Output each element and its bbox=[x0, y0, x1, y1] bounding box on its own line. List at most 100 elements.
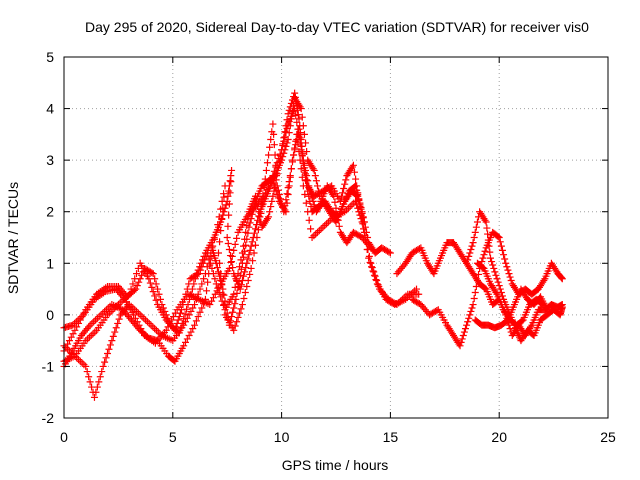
data-point bbox=[225, 211, 233, 219]
data-point bbox=[467, 307, 475, 315]
data-point bbox=[151, 325, 159, 333]
data-point bbox=[304, 187, 312, 195]
data-point bbox=[183, 335, 191, 343]
data-point bbox=[506, 273, 514, 281]
y-tick-label: -1 bbox=[42, 358, 55, 374]
data-point bbox=[543, 306, 551, 314]
data-point bbox=[374, 281, 382, 289]
data-point bbox=[87, 331, 95, 339]
data-point bbox=[472, 223, 480, 231]
data-point bbox=[192, 317, 200, 325]
data-point bbox=[253, 197, 261, 205]
data-point bbox=[90, 318, 98, 326]
data-point bbox=[248, 238, 256, 246]
data-point bbox=[99, 362, 107, 370]
data-point bbox=[297, 165, 305, 173]
data-point bbox=[457, 338, 465, 346]
data-point bbox=[203, 287, 211, 295]
data-point bbox=[233, 318, 241, 326]
data-point bbox=[85, 333, 93, 341]
data-point bbox=[355, 197, 363, 205]
data-point bbox=[102, 354, 110, 362]
data-point bbox=[92, 316, 100, 324]
data-point bbox=[295, 125, 303, 133]
data-point bbox=[95, 378, 103, 386]
data-point bbox=[305, 192, 313, 200]
data-point bbox=[356, 201, 364, 209]
data-point bbox=[84, 335, 92, 343]
x-tick-label: 25 bbox=[600, 429, 616, 445]
data-point bbox=[105, 345, 113, 353]
data-point bbox=[285, 106, 293, 114]
data-point bbox=[497, 242, 505, 250]
data-point bbox=[211, 275, 219, 283]
data-point bbox=[266, 143, 274, 151]
data-point bbox=[471, 228, 479, 236]
data-point bbox=[371, 272, 379, 280]
data-point bbox=[263, 215, 271, 223]
data-point bbox=[282, 196, 290, 204]
data-point bbox=[67, 333, 75, 341]
data-point bbox=[185, 331, 193, 339]
data-point bbox=[136, 275, 144, 283]
data-point bbox=[486, 248, 494, 256]
data-point bbox=[274, 164, 282, 172]
data-point bbox=[231, 322, 239, 330]
data-point bbox=[507, 276, 515, 284]
data-point bbox=[233, 234, 241, 242]
data-point bbox=[481, 247, 489, 255]
data-point bbox=[494, 278, 502, 286]
data-point bbox=[255, 212, 263, 220]
data-point bbox=[109, 332, 117, 340]
data-point bbox=[78, 359, 86, 367]
data-point bbox=[247, 242, 255, 250]
data-point bbox=[253, 221, 261, 229]
data-point bbox=[86, 378, 94, 386]
data-point bbox=[479, 254, 487, 262]
data-point bbox=[262, 166, 270, 174]
data-point bbox=[194, 266, 202, 274]
data-point bbox=[213, 264, 221, 272]
data-point bbox=[268, 197, 276, 205]
data-point bbox=[62, 344, 70, 352]
data-point bbox=[468, 304, 476, 312]
data-point bbox=[205, 254, 213, 262]
data-point bbox=[298, 151, 306, 159]
data-point bbox=[281, 206, 289, 214]
data-point bbox=[234, 313, 242, 321]
data-point bbox=[89, 330, 97, 338]
data-point bbox=[321, 221, 329, 229]
data-point bbox=[243, 259, 251, 267]
data-point bbox=[558, 303, 566, 311]
data-point bbox=[152, 296, 160, 304]
data-point bbox=[149, 270, 157, 278]
data-point bbox=[243, 282, 251, 290]
data-point bbox=[467, 246, 475, 254]
data-point bbox=[486, 254, 494, 262]
data-point bbox=[244, 215, 252, 223]
data-point bbox=[496, 238, 504, 246]
data-point bbox=[228, 166, 236, 174]
data-point bbox=[468, 242, 476, 250]
data-point bbox=[148, 269, 156, 277]
data-point bbox=[500, 251, 508, 259]
data-point bbox=[237, 281, 245, 289]
data-point bbox=[498, 292, 506, 300]
data-point bbox=[299, 160, 307, 168]
data-point bbox=[129, 280, 137, 288]
data-point bbox=[275, 158, 283, 166]
data-point bbox=[201, 295, 209, 303]
data-point bbox=[358, 209, 366, 217]
data-point bbox=[197, 259, 205, 267]
data-point bbox=[198, 304, 206, 312]
data-point bbox=[226, 252, 234, 260]
data-point bbox=[456, 342, 464, 350]
data-point bbox=[178, 319, 186, 327]
data-point bbox=[272, 187, 280, 195]
data-point bbox=[224, 222, 232, 230]
data-point bbox=[98, 368, 106, 376]
data-point bbox=[367, 244, 375, 252]
data-point bbox=[91, 328, 99, 336]
data-point bbox=[96, 373, 104, 381]
data-point bbox=[154, 285, 162, 293]
